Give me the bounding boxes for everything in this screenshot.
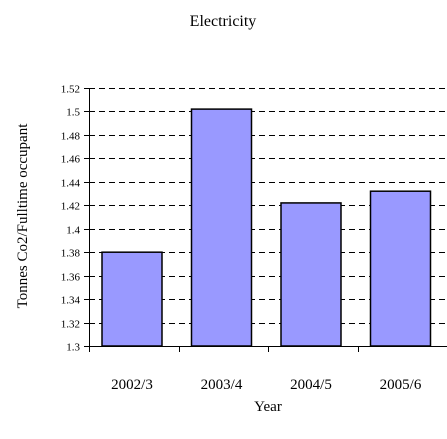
bar-2004-5 <box>280 202 342 347</box>
tick-labels: 1.3 1.32 1.34 1.36 1.38 1.4 1.42 1.44 1.46 1.48 1.… <box>61 84 422 394</box>
x-tick-label: 2004/5 <box>290 377 332 393</box>
y-tick-label: 1.48 <box>61 131 81 143</box>
x-tick-label: 2005/6 <box>380 377 422 393</box>
bars <box>101 108 432 347</box>
y-tick-label: 1.36 <box>61 272 81 284</box>
y-tick-label: 1.46 <box>61 154 81 166</box>
x-axis-title: Year <box>254 399 282 415</box>
axes <box>84 88 447 352</box>
chart-title: Electricity <box>190 13 257 30</box>
y-tick-label: 1.52 <box>61 84 80 96</box>
y-tick-label: 1.3 <box>66 342 80 354</box>
x-tick-label: 2003/4 <box>201 377 243 393</box>
bar-2003-4 <box>190 108 253 347</box>
y-tick-label: 1.34 <box>61 295 81 307</box>
y-tick-label: 1.38 <box>61 248 81 260</box>
bar-2005-6 <box>369 190 432 347</box>
y-tick-label: 1.5 <box>66 107 80 119</box>
y-tick-label: 1.42 <box>61 201 80 213</box>
y-tick-label: 1.44 <box>61 178 81 190</box>
x-tick-label: 2002/3 <box>111 377 153 393</box>
y-tick-label: 1.32 <box>61 319 80 331</box>
bar-2002-3 <box>101 251 163 347</box>
y-tick-label: 1.4 <box>66 225 80 237</box>
y-axis-title: Tonnes Co2/Fulltime occupant <box>15 123 31 309</box>
